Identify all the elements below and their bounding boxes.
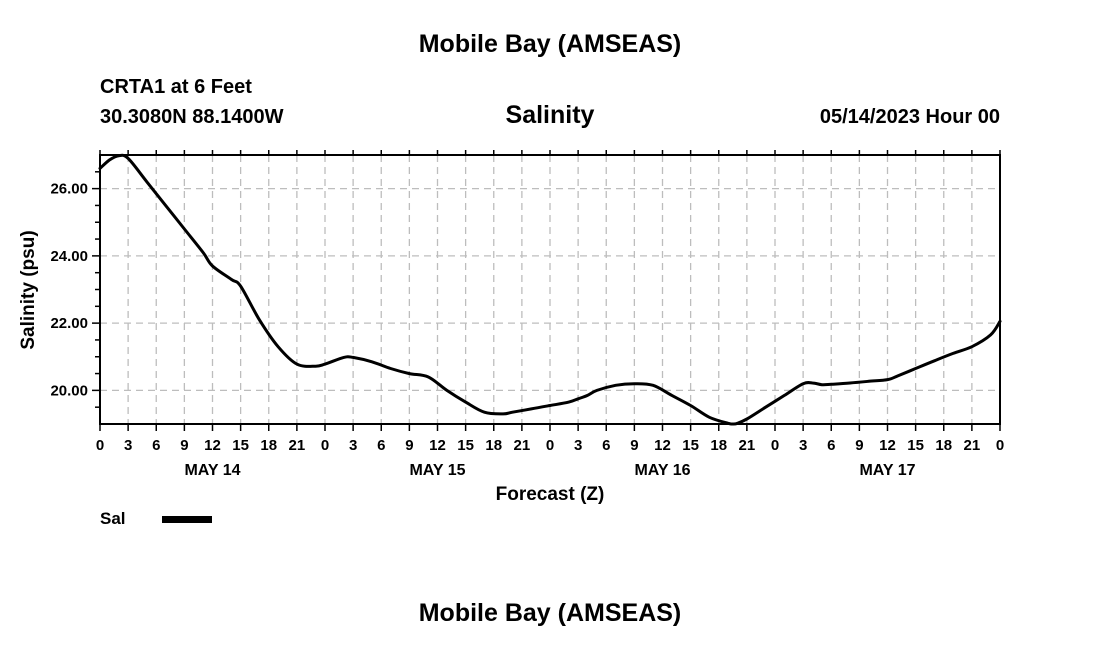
x-tick-label: 21 bbox=[289, 437, 306, 454]
x-tick-label: 9 bbox=[855, 437, 863, 454]
x-tick-labels: 0 3 6 9 12 15 18 21 0 3 6 9 12 15 18 21 0 3 6 9 12 15 18 21 0 3 6 9… bbox=[96, 437, 1004, 454]
y-axis-label: Salinity (psu) bbox=[18, 230, 39, 349]
x-tick-label: 18 bbox=[710, 437, 727, 454]
station-label: CRTA1 at 6 Feet bbox=[100, 76, 252, 98]
x-tick-label: 0 bbox=[771, 437, 779, 454]
coordinates-label: 30.3080N 88.1400W bbox=[100, 106, 284, 128]
x-tick-label: 12 bbox=[654, 437, 671, 454]
x-tick-label: 12 bbox=[879, 437, 896, 454]
x-tick-label: 18 bbox=[485, 437, 502, 454]
x-tick-label: 9 bbox=[405, 437, 413, 454]
grid-lines bbox=[100, 155, 1000, 424]
x-tick-label: 0 bbox=[996, 437, 1004, 454]
x-tick-label: 0 bbox=[546, 437, 554, 454]
y-tick-label: 20.00 bbox=[50, 382, 88, 399]
day-label: MAY 16 bbox=[634, 462, 690, 479]
footer-title: Mobile Bay (AMSEAS) bbox=[418, 599, 682, 627]
x-tick-label: 12 bbox=[429, 437, 446, 454]
forecast-datetime: 05/14/2023 Hour 00 bbox=[819, 106, 1000, 128]
day-label: MAY 14 bbox=[184, 462, 240, 479]
legend-swatch bbox=[162, 516, 212, 523]
x-tick-label: 21 bbox=[739, 437, 756, 454]
x-tick-label: 3 bbox=[124, 437, 132, 454]
day-label: MAY 15 bbox=[409, 462, 465, 479]
x-tick-label: 0 bbox=[321, 437, 329, 454]
chart-title: Mobile Bay (AMSEAS) bbox=[418, 30, 682, 58]
x-tick-label: 15 bbox=[457, 437, 474, 454]
x-tick-label: 15 bbox=[907, 437, 924, 454]
x-tick-label: 21 bbox=[514, 437, 531, 454]
series-line-sal bbox=[98, 153, 1002, 426]
day-label: MAY 17 bbox=[859, 462, 915, 479]
x-tick-label: 21 bbox=[964, 437, 981, 454]
x-tick-label: 9 bbox=[630, 437, 638, 454]
x-tick-label: 3 bbox=[799, 437, 807, 454]
x-axis-label: Forecast (Z) bbox=[496, 484, 605, 505]
x-tick-label: 15 bbox=[232, 437, 249, 454]
day-labels: MAY 14 MAY 15 MAY 16 MAY 17 bbox=[184, 462, 915, 479]
y-tick-labels: 20.00 22.00 24.00 26.00 bbox=[50, 181, 88, 400]
x-tick-label: 0 bbox=[96, 437, 104, 454]
legend-label: Sal bbox=[100, 509, 126, 528]
x-tick-label: 18 bbox=[260, 437, 277, 454]
x-tick-label: 6 bbox=[827, 437, 835, 454]
x-tick-label: 3 bbox=[574, 437, 582, 454]
x-tick-label: 9 bbox=[180, 437, 188, 454]
axis-ticks bbox=[92, 150, 1001, 431]
x-tick-label: 6 bbox=[602, 437, 610, 454]
y-tick-label: 22.00 bbox=[50, 315, 88, 332]
x-tick-label: 6 bbox=[377, 437, 385, 454]
y-tick-label: 24.00 bbox=[50, 248, 88, 265]
x-tick-label: 3 bbox=[349, 437, 357, 454]
x-tick-label: 15 bbox=[682, 437, 699, 454]
x-tick-label: 12 bbox=[204, 437, 221, 454]
y-tick-label: 26.00 bbox=[50, 181, 88, 198]
chart-subtitle: Salinity bbox=[505, 101, 595, 129]
x-tick-label: 18 bbox=[935, 437, 952, 454]
x-tick-label: 6 bbox=[152, 437, 160, 454]
